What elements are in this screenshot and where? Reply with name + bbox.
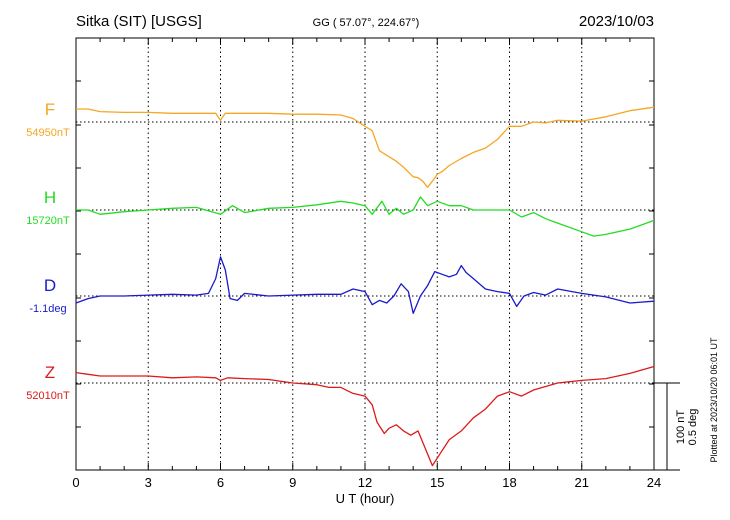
x-tick-label-3: 3 (145, 475, 152, 490)
x-tick-label-24: 24 (647, 475, 661, 490)
component-label-d: D (44, 276, 56, 295)
x-tick-label-9: 9 (289, 475, 296, 490)
x-axis-ticks (75, 38, 655, 470)
vertical-grid (147, 38, 583, 470)
component-baseline-h: 15720nT (26, 215, 70, 227)
x-axis-tick-labels: 0 3 6 9 12 15 18 21 24 (72, 475, 661, 490)
x-tick-label-0: 0 (72, 475, 79, 490)
x-tick-label-18: 18 (502, 475, 516, 490)
x-tick-label-15: 15 (430, 475, 444, 490)
component-label-f: F (45, 100, 55, 119)
component-baseline-d: -1.1deg (29, 303, 66, 315)
component-labels: F 54950nT H 15720nT D -1.1deg Z 52010nT (26, 100, 70, 402)
station-title: Sitka (SIT) [USGS] (76, 13, 202, 30)
scale-label-deg: 0.5 deg (687, 409, 699, 446)
date-label: 2023/10/03 (579, 13, 654, 30)
geographic-coordinates: GG ( 57.07°, 224.67°) (313, 17, 420, 29)
component-label-h: H (44, 188, 56, 207)
y-axis-ticks (76, 37, 654, 471)
plotted-at-note: Plotted at 2023/10/20 06:01 UT (709, 337, 719, 463)
series-layer (75, 106, 655, 467)
series-line-d (75, 256, 655, 315)
component-label-z: Z (45, 363, 55, 382)
baseline-grid (76, 121, 654, 384)
component-baseline-z: 52010nT (26, 390, 70, 402)
x-tick-label-12: 12 (358, 475, 372, 490)
series-line-h (76, 196, 655, 237)
component-baseline-f: 54950nT (26, 127, 70, 139)
series-line-z (75, 365, 655, 467)
x-tick-label-6: 6 (217, 475, 224, 490)
x-axis-title: U T (hour) (336, 491, 395, 506)
series-line-f (76, 106, 655, 188)
scale-label-nt: 100 nT (675, 410, 687, 445)
scale-bar: 100 nT 0.5 deg (654, 382, 699, 471)
x-tick-label-21: 21 (575, 475, 589, 490)
